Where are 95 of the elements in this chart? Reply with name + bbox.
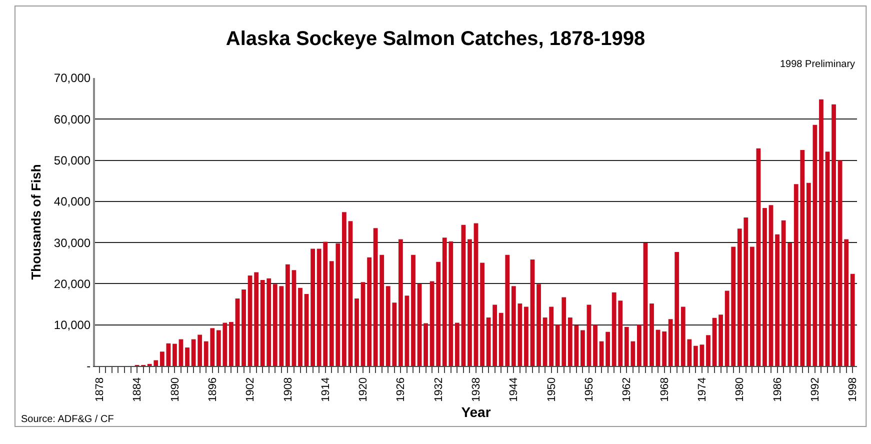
x-tick-label: 1968 [658,377,671,402]
bar [298,288,302,366]
bar [812,124,818,366]
x-tick-label: 1962 [621,377,634,402]
source-note: Source: ADF&G / CF [21,414,114,425]
bar [542,317,548,366]
bar [348,221,353,366]
x-tick-label: 1980 [734,377,746,402]
bar [242,289,246,366]
x-tick-label: 1938 [470,377,483,402]
bar [756,148,761,366]
bar [693,346,698,366]
bar [718,314,723,366]
x-tick-label: 1890 [169,377,182,402]
y-tick-label: - [86,359,91,374]
bar [198,334,202,366]
x-tick-label: 1992 [810,377,822,402]
bar [712,318,717,366]
bar [304,294,309,366]
bar [229,322,234,366]
bar [286,264,290,366]
bar [775,234,780,366]
bar [599,341,604,366]
bar [662,331,666,366]
x-tick-label: 1902 [244,377,257,402]
bar [248,275,252,366]
bar [342,212,346,366]
bar [235,298,240,366]
bar [819,99,824,366]
bar [586,304,592,366]
x-tick-label: 1950 [546,377,558,402]
bar [468,239,472,366]
bar [536,284,541,366]
x-tick-label: 1998 [847,377,860,402]
x-tick-label: 1926 [395,377,408,402]
bar [832,104,836,366]
x-tick-label: 1974 [696,377,709,402]
bar [310,248,315,366]
bar [606,332,610,366]
bar [750,246,754,366]
bar [656,330,660,366]
bar [806,182,811,366]
y-tick-label: 40,000 [54,194,91,209]
bar [360,282,366,366]
bar [367,257,372,366]
bar [172,344,177,366]
bar [185,347,190,366]
bar [593,324,598,366]
bar [530,259,535,366]
bar [354,298,359,366]
bar [706,335,710,366]
bar [474,223,478,366]
bar [762,208,767,366]
bar [404,296,410,366]
bar [643,242,648,366]
bar [825,152,830,366]
y-tick-label: 50,000 [54,153,91,168]
bar [549,306,554,366]
bar [637,324,642,366]
bar [650,303,654,366]
bar [411,254,416,366]
text: 1998 Preliminary [780,59,856,70]
x-tick-label: 1920 [358,377,370,402]
bar [254,272,259,366]
chart-title: Alaska Sockeye Salmon Catches, 1878-1998 [226,28,646,50]
bar [292,270,296,366]
bar [768,205,774,366]
y-axis-title: Thousands of Fish [28,164,44,280]
bar [424,323,428,366]
bar [700,344,704,366]
y-tick-label: 30,000 [54,236,91,250]
bar [191,339,196,366]
bar [178,339,184,366]
x-tick-label: 1896 [206,377,219,402]
x-axis-title: Year [461,404,492,420]
bar [461,224,466,366]
x-tick-label: 1986 [772,377,784,402]
y-tick-label: 70,000 [54,71,91,86]
x-tick-label: 1908 [282,377,294,402]
bar [850,274,855,366]
x-tick-label: 1932 [432,377,445,402]
bar [524,306,528,366]
x-tick-label: 1956 [584,377,596,402]
x-tick-label: 1884 [132,377,144,402]
bar [417,284,422,366]
x-tick-label: 1914 [320,377,332,402]
bar [480,262,484,366]
bar [398,239,403,366]
bar [580,330,585,366]
x-tick-label: 1878 [94,377,106,402]
x-tick-label: 1944 [508,377,520,402]
y-tick-label: 60,000 [54,112,91,126]
y-tick-label: 20,000 [54,276,91,291]
y-tick-label: 10,000 [54,318,91,332]
bar [454,322,460,366]
